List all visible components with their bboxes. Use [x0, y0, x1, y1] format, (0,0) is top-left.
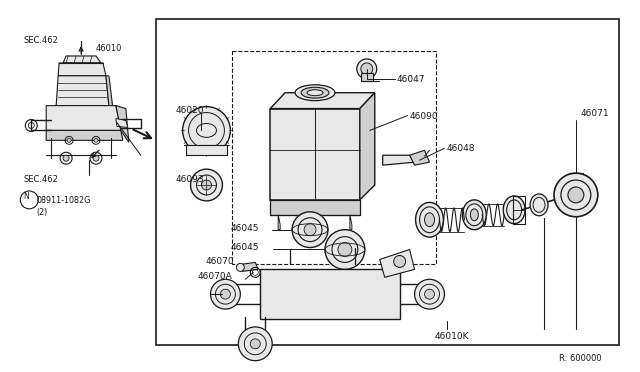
Circle shape — [415, 279, 444, 309]
Ellipse shape — [470, 209, 478, 221]
Text: N: N — [23, 192, 29, 201]
Bar — [156, 19, 619, 345]
Text: SEC.462: SEC.462 — [23, 36, 58, 45]
Polygon shape — [260, 269, 399, 319]
Text: 46048: 46048 — [447, 144, 475, 153]
Polygon shape — [56, 76, 109, 106]
Polygon shape — [383, 155, 415, 165]
Circle shape — [236, 263, 244, 271]
Ellipse shape — [295, 85, 335, 101]
Circle shape — [325, 230, 365, 269]
Text: 46090: 46090 — [410, 112, 438, 121]
Circle shape — [424, 289, 435, 299]
Polygon shape — [106, 76, 113, 109]
Circle shape — [304, 224, 316, 235]
Text: 46020: 46020 — [175, 106, 204, 115]
Bar — [186, 145, 227, 155]
Polygon shape — [270, 109, 360, 200]
Polygon shape — [270, 93, 375, 109]
Circle shape — [394, 256, 406, 267]
Text: (2): (2) — [36, 208, 47, 217]
Polygon shape — [410, 150, 429, 165]
Ellipse shape — [530, 194, 548, 216]
Polygon shape — [360, 93, 375, 200]
Ellipse shape — [424, 213, 435, 227]
Text: 46047: 46047 — [397, 75, 425, 84]
Text: 08911-1082G: 08911-1082G — [36, 196, 91, 205]
Bar — [361, 73, 372, 81]
Ellipse shape — [196, 124, 216, 137]
Polygon shape — [46, 131, 123, 140]
Circle shape — [202, 180, 211, 190]
Bar — [232, 51, 436, 264]
Circle shape — [554, 173, 598, 217]
Circle shape — [191, 169, 223, 201]
Polygon shape — [380, 250, 415, 277]
Circle shape — [250, 339, 260, 349]
Circle shape — [220, 289, 230, 299]
Polygon shape — [46, 106, 121, 131]
Polygon shape — [241, 262, 259, 271]
Polygon shape — [116, 119, 128, 128]
Polygon shape — [350, 215, 352, 230]
Text: 46045: 46045 — [230, 243, 259, 251]
Circle shape — [292, 212, 328, 247]
Circle shape — [67, 138, 71, 142]
Text: 46010K: 46010K — [435, 332, 469, 341]
Text: 46071: 46071 — [581, 109, 609, 118]
Ellipse shape — [415, 202, 444, 237]
Text: R: 600000: R: 600000 — [559, 354, 602, 363]
Circle shape — [182, 107, 230, 154]
Polygon shape — [63, 56, 101, 63]
Text: 46010: 46010 — [96, 44, 122, 53]
Polygon shape — [270, 200, 360, 215]
Polygon shape — [116, 106, 129, 142]
Ellipse shape — [307, 90, 323, 96]
Text: SEC.462: SEC.462 — [23, 175, 58, 184]
Text: 46093: 46093 — [175, 175, 204, 184]
Polygon shape — [278, 215, 280, 230]
Ellipse shape — [503, 196, 525, 224]
Circle shape — [63, 155, 69, 161]
Circle shape — [338, 243, 352, 256]
Circle shape — [94, 138, 98, 142]
Circle shape — [93, 155, 99, 161]
Ellipse shape — [301, 87, 329, 98]
Circle shape — [361, 63, 372, 75]
Text: 46070A: 46070A — [198, 272, 232, 281]
Circle shape — [568, 187, 584, 203]
Text: 46045: 46045 — [230, 224, 259, 233]
Bar — [513, 196, 525, 224]
Circle shape — [238, 327, 272, 361]
Polygon shape — [58, 63, 106, 76]
Circle shape — [211, 279, 241, 309]
Ellipse shape — [462, 200, 486, 230]
Text: 46070: 46070 — [205, 257, 234, 266]
Circle shape — [357, 59, 377, 79]
